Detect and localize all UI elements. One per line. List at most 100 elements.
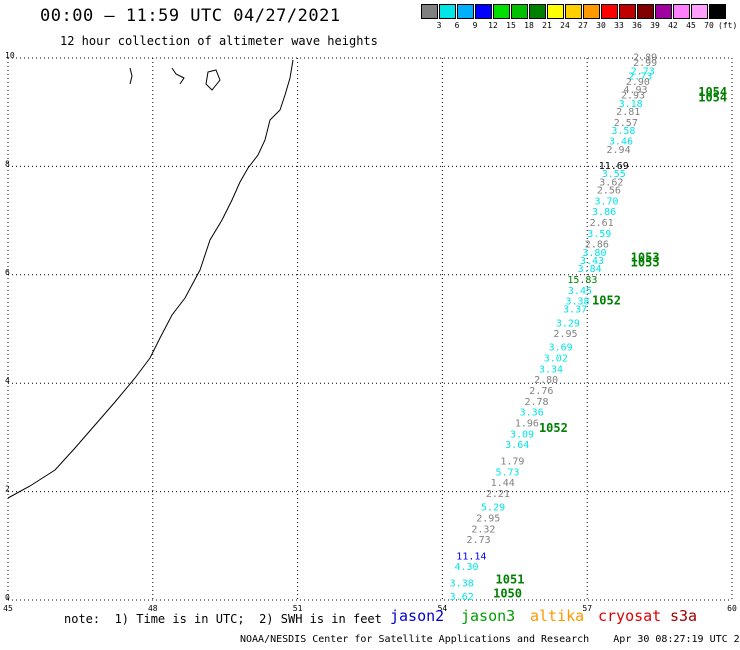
colorbar-swatch — [583, 4, 600, 19]
colorbar-swatch — [565, 4, 582, 19]
swh-value: 2.80 — [534, 375, 558, 386]
swh-value: 2.78 — [524, 397, 548, 408]
pressure-label: 1053 — [631, 250, 660, 264]
map-grid — [7, 57, 733, 601]
swh-value: 2.90 — [626, 77, 650, 88]
swh-value: 3.84 — [578, 264, 602, 275]
colorbar-swatch — [619, 4, 636, 19]
swh-value: 3.46 — [609, 137, 633, 148]
colorbar-label: 6 — [454, 21, 460, 30]
pressure-label: 1052 — [539, 421, 568, 435]
footer-credit: NOAA/NESDIS Center for Satellite Applica… — [240, 634, 740, 645]
legend-item-jason2: jason2 — [390, 607, 445, 625]
legend-item-altika: altika — [530, 607, 585, 625]
swh-value: 3.69 — [549, 343, 573, 354]
swh-value: 2.73 — [631, 66, 655, 77]
pressure-label: 1053 — [631, 256, 660, 270]
x-tick-label: 51 — [293, 604, 303, 613]
colorbar-swatch — [655, 4, 672, 19]
colorbar-swatch — [421, 4, 438, 19]
swh-value: 3.34 — [539, 364, 563, 375]
swh-value: 3.38 — [565, 297, 589, 308]
colorbar-label: 70 — [704, 21, 714, 30]
swh-value: 2.57 — [614, 118, 638, 129]
colorbar-label: 12 — [488, 21, 498, 30]
swh-value: 15.83 — [567, 275, 597, 286]
swh-value: 2.95 — [553, 329, 577, 340]
colorbar-label: 9 — [472, 21, 478, 30]
colorbar-swatch — [601, 4, 618, 19]
colorbar-swatch — [691, 4, 708, 19]
legend-item-jason3: jason3 — [461, 607, 516, 625]
island-1 — [129, 67, 133, 85]
y-tick-label: 2 — [5, 485, 10, 494]
colorbar-label: 42 — [668, 21, 678, 30]
map-title: 00:00 – 11:59 UTC 04/27/2021 — [40, 6, 341, 26]
colorbar-swatch — [439, 4, 456, 19]
x-tick-label: 54 — [438, 604, 448, 613]
colorbar-label: 21 — [542, 21, 552, 30]
swh-value: 3.86 — [592, 207, 616, 218]
colorbar-label: 30 — [596, 21, 606, 30]
colorbar-swatch — [493, 4, 510, 19]
colorbar-swatch — [457, 4, 474, 19]
colorbar-swatch — [475, 4, 492, 19]
map-subtitle: 12 hour collection of altimeter wave hei… — [60, 34, 378, 48]
swh-value: 3.18 — [619, 99, 643, 110]
swh-value: 2.95 — [476, 513, 500, 524]
colorbar-label: 39 — [650, 21, 660, 30]
colorbar-swatch — [547, 4, 564, 19]
swh-value: 3.58 — [611, 126, 635, 137]
colorbar-swatch — [709, 4, 726, 19]
swh-value: 3.64 — [505, 440, 529, 451]
swh-value: 2.94 — [607, 145, 631, 156]
y-tick-label: 10 — [5, 51, 15, 60]
swh-value: 3.36 — [520, 408, 544, 419]
colorbar-label: (ft) — [718, 21, 738, 30]
colorbar-swatch — [529, 4, 546, 19]
swh-value: 3.59 — [587, 229, 611, 240]
x-tick-label: 57 — [582, 604, 592, 613]
y-tick-label: 6 — [5, 268, 10, 277]
pressure-label: 1051 — [496, 573, 525, 587]
swh-value: 2.56 — [597, 186, 621, 197]
colorbar-swatch — [511, 4, 528, 19]
x-tick-label: 60 — [727, 604, 737, 613]
swh-value: 1.44 — [491, 478, 515, 489]
y-tick-label: 8 — [5, 159, 10, 168]
swh-value: 2.86 — [585, 240, 609, 251]
colorbar-label: 33 — [614, 21, 624, 30]
y-tick-label: 4 — [5, 376, 10, 385]
swh-value: 2.61 — [590, 218, 614, 229]
pressure-label: 1050 — [493, 586, 522, 600]
colorbar-label: 18 — [524, 21, 534, 30]
swh-value: 3.38 — [450, 578, 474, 589]
pressure-label: 1052 — [592, 294, 621, 308]
swh-value: 2.73 — [628, 72, 652, 83]
swh-value: 2.21 — [486, 489, 510, 500]
x-tick-labels: 45 48 51 54 57 60 — [3, 604, 737, 613]
swh-value: 3.80 — [582, 248, 606, 259]
swh-value: 3.62 — [599, 177, 623, 188]
swh-value: 2.73 — [467, 535, 491, 546]
swh-value: 2.32 — [471, 524, 495, 535]
swh-value: 2.99 — [633, 58, 657, 69]
swh-value: 3.62 — [450, 592, 474, 603]
swh-value: 4.30 — [454, 562, 478, 573]
island-2 — [171, 67, 185, 85]
swh-value: 11.69 — [599, 161, 629, 172]
swh-value: 4.93 — [623, 85, 647, 96]
colorbar-label: 45 — [686, 21, 696, 30]
swh-value: 2.89 — [633, 53, 657, 64]
swh-value: 3.37 — [563, 305, 587, 316]
swh-value: 11.14 — [456, 551, 486, 562]
swh-value: 2.76 — [529, 386, 553, 397]
swh-value: 3.29 — [556, 318, 580, 329]
swh-value: 5.29 — [481, 503, 505, 514]
colorbar-label: 3 — [436, 21, 442, 30]
x-tick-label: 48 — [148, 604, 158, 613]
swh-value: 3.70 — [594, 196, 618, 207]
island-3 — [205, 69, 221, 91]
swh-value: 3.45 — [568, 286, 592, 297]
